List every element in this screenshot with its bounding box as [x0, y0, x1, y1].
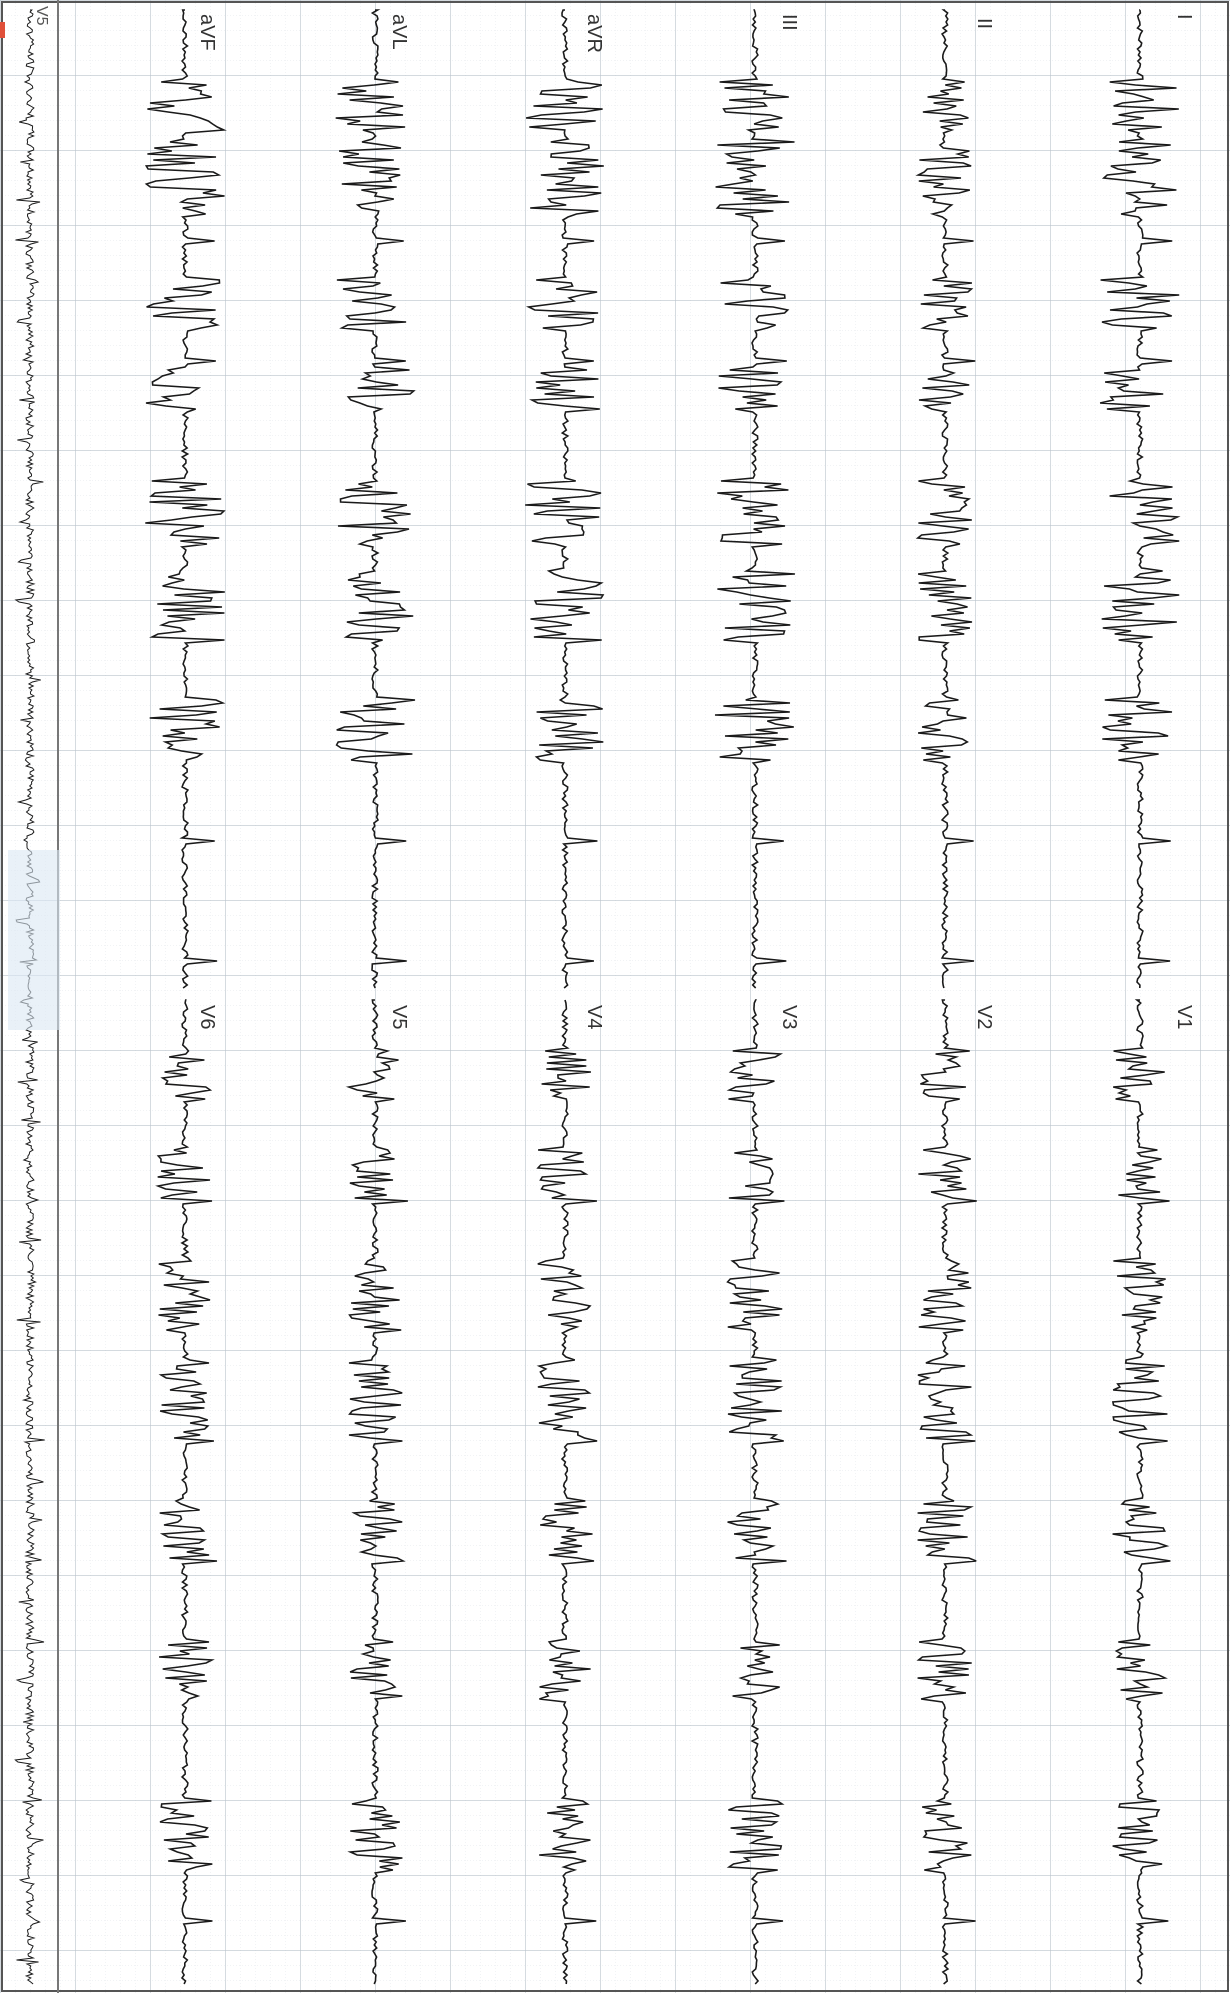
trace-i: [1099, 9, 1181, 989]
trace-avl: [335, 9, 416, 989]
red-marker: [0, 22, 5, 38]
trace-avf: [144, 9, 227, 989]
lead-label-avl: aVL: [388, 14, 410, 50]
trace-v2: [916, 999, 977, 1985]
rhythm-strip-label: V5: [33, 6, 50, 26]
lead-label-v2: V2: [973, 1005, 995, 1030]
lead-label-v1: V1: [1173, 1005, 1195, 1030]
lead-label-ii: II: [973, 18, 995, 30]
lead-label-i: I: [1173, 14, 1195, 20]
lead-label-avf: aVF: [196, 14, 218, 51]
lead-label-v5: V5: [388, 1005, 410, 1030]
traces-group: [14, 9, 1181, 1985]
trace-avr: [525, 9, 605, 989]
trace-v1: [1111, 999, 1171, 1985]
lead-label-v4: V4: [583, 1005, 605, 1030]
lead-label-iii: III: [778, 14, 800, 31]
trace-iii: [714, 9, 795, 989]
highlight-patch: [8, 850, 60, 1030]
lead-label-avr: aVR: [583, 14, 605, 53]
trace-v5: [345, 999, 408, 1985]
trace-v6: [155, 999, 218, 1985]
lead-label-v6: V6: [196, 1005, 218, 1030]
trace-v4: [536, 999, 598, 1985]
trace-ii: [915, 9, 976, 989]
trace-v3: [726, 999, 787, 1985]
lead-label-v3: V3: [778, 1005, 800, 1030]
